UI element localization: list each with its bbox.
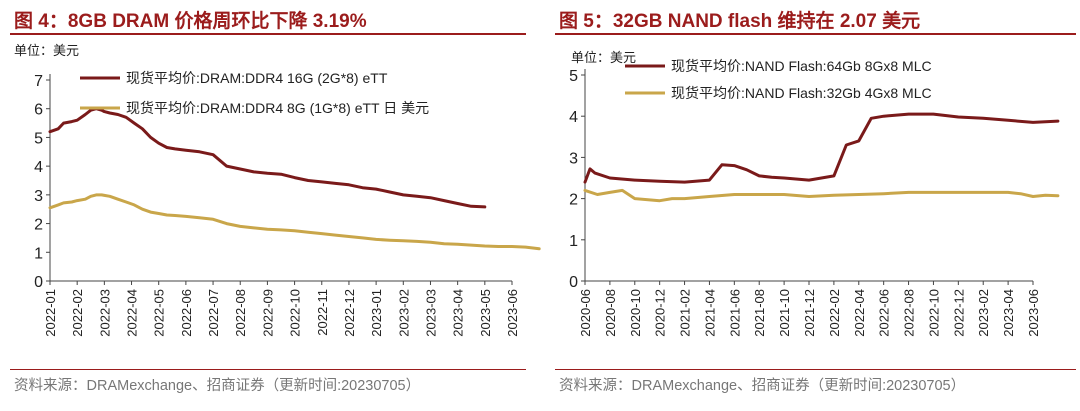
y-tick-label: 3 <box>34 188 43 205</box>
title-divider-left <box>10 33 526 35</box>
x-tick-label: 2020-10 <box>628 289 643 337</box>
chart-title-right: 图 5：32GB NAND flash 维持在 2.07 美元 <box>559 11 921 32</box>
x-tick-label: 2022-07 <box>206 289 221 337</box>
y-tick-label: 1 <box>569 233 578 250</box>
unit-label: 单位：美元 <box>571 50 636 65</box>
source-divider-left <box>10 369 526 370</box>
x-tick-label: 2022-04 <box>125 289 140 337</box>
x-tick-label: 2020-12 <box>653 289 668 337</box>
x-tick-label: 2022-03 <box>97 289 112 337</box>
x-tick-label: 2022-01 <box>43 289 58 337</box>
x-tick-label: 2022-06 <box>877 289 892 337</box>
source-note-right: 资料来源：DRAMexchange、招商证券（更新时间:20230705） <box>559 378 966 394</box>
x-tick-label: 2023-06 <box>505 289 520 337</box>
y-tick-label: 7 <box>34 73 43 90</box>
x-tick-label: 2021-04 <box>702 289 717 337</box>
y-tick-label: 0 <box>569 274 578 291</box>
y-tick-label: 4 <box>34 159 43 176</box>
x-tick-label: 2020-06 <box>578 289 593 337</box>
source-note-left: 资料来源：DRAMexchange、招商证券（更新时间:20230705） <box>14 378 421 394</box>
series-line-1 <box>48 107 487 209</box>
y-tick-label: 6 <box>34 102 43 119</box>
x-tick-label: 2021-02 <box>678 289 693 337</box>
unit-label: 单位：美元 <box>14 43 79 58</box>
series-line-1 <box>583 112 1060 184</box>
x-tick-label: 2022-02 <box>70 289 85 337</box>
x-tick-label: 2023-03 <box>423 289 438 337</box>
x-tick-label: 2021-10 <box>777 289 792 337</box>
x-tick-label: 2022-09 <box>260 289 275 337</box>
x-tick-label: 2021-06 <box>727 289 742 337</box>
x-tick-label: 2022-11 <box>315 289 330 336</box>
x-tick-label: 2022-04 <box>852 289 867 337</box>
y-tick-label: 0 <box>34 274 43 291</box>
x-tick-label: 2022-08 <box>902 289 917 337</box>
x-tick-label: 2022-05 <box>152 289 167 337</box>
chart-title-left: 图 4：8GB DRAM 价格周环比下降 3.19% <box>14 11 367 32</box>
x-tick-label: 2023-02 <box>396 289 411 337</box>
legend-label-2: 现货平均价:NAND Flash:32Gb 4Gx8 MLC <box>671 85 932 101</box>
x-tick-label: 2021-08 <box>752 289 767 337</box>
x-tick-label: 2022-12 <box>951 289 966 337</box>
line-chart-right: 单位：美元 0 1 2 3 4 5 2020-06 2020-08 2020-10 2020-12 2… <box>569 50 1060 337</box>
x-tick-label: 2023-04 <box>451 289 466 337</box>
series-line-2 <box>48 193 541 251</box>
x-tick-label: 2020-08 <box>603 289 618 337</box>
y-tick-label: 4 <box>569 109 578 126</box>
x-tick-label: 2022-02 <box>827 289 842 337</box>
x-tick-label: 2022-10 <box>926 289 941 337</box>
x-tick-label: 2023-02 <box>976 289 991 337</box>
chart-panel-left: 图 4：8GB DRAM 价格周环比下降 3.19% 单位：美元 0 1 2 3 4 5 6 7… <box>0 0 541 411</box>
y-tick-label: 5 <box>34 130 43 147</box>
x-tick-label: 2021-12 <box>802 289 817 337</box>
chart-panel-right: 图 5：32GB NAND flash 维持在 2.07 美元 单位：美元 0 1 2… <box>545 0 1080 411</box>
y-tick-label: 2 <box>34 217 43 234</box>
title-divider-right <box>555 33 1076 35</box>
legend-label-2: 现货平均价:DRAM:DDR4 8G (1G*8) eTT 日 美元 <box>126 100 429 116</box>
x-tick-label: 2023-04 <box>1001 289 1016 337</box>
legend-label-1: 现货平均价:NAND Flash:64Gb 8Gx8 MLC <box>671 58 932 74</box>
y-tick-label: 3 <box>569 150 578 167</box>
y-tick-label: 2 <box>569 192 578 209</box>
y-tick-label: 1 <box>34 245 43 262</box>
x-tick-label: 2023-01 <box>369 289 384 337</box>
x-tick-label: 2023-05 <box>478 289 493 337</box>
x-tick-label: 2023-06 <box>1026 289 1041 337</box>
x-tick-label: 2022-10 <box>288 289 303 337</box>
series-line-2 <box>583 188 1060 203</box>
legend-label-1: 现货平均价:DRAM:DDR4 16G (2G*8) eTT <box>126 70 388 86</box>
x-tick-label: 2022-06 <box>179 289 194 337</box>
source-divider-right <box>555 369 1076 370</box>
line-chart-left: 单位：美元 0 1 2 3 4 5 6 7 2022-01 2022-02 2022-03 2022-0… <box>14 43 541 337</box>
x-tick-label: 2022-08 <box>233 289 248 337</box>
x-tick-label: 2022-12 <box>342 289 357 337</box>
y-tick-label: 5 <box>569 68 578 85</box>
